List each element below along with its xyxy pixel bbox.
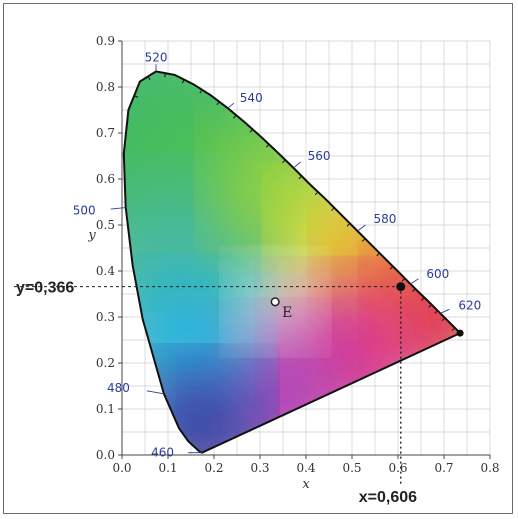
wavelength-label-620: 620 xyxy=(458,298,481,312)
y-tick-label: 0.7 xyxy=(96,126,115,140)
locus-tick xyxy=(199,89,203,94)
guide-lines xyxy=(14,286,402,484)
locus-tick xyxy=(164,73,166,78)
wavelength-labels: 460 480 500 520 540 560 580 600 620 xyxy=(73,50,481,459)
gamut-color-blob xyxy=(135,367,256,453)
locus-tick xyxy=(249,128,254,133)
locus-tick xyxy=(401,278,406,282)
spectral-locus-ticks xyxy=(134,73,456,331)
wavelength-label-500: 500 xyxy=(73,204,96,218)
wavelength-leader xyxy=(293,161,301,169)
axes xyxy=(118,40,491,459)
wavelength-label-520: 520 xyxy=(145,50,168,64)
x-tick-label: 0.4 xyxy=(296,461,315,475)
y-tick-label: 0.2 xyxy=(96,356,115,370)
x-axis-label: x xyxy=(302,477,310,492)
locus-tick xyxy=(451,327,456,331)
locus-tick xyxy=(216,101,220,106)
y-axis-label: y xyxy=(87,228,96,243)
x-tick-label: 0.6 xyxy=(388,461,407,475)
wavelength-leader xyxy=(227,102,235,109)
wavelength-label-460: 460 xyxy=(151,446,174,460)
wavelength-label-560: 560 xyxy=(308,149,331,163)
locus-tick xyxy=(376,252,380,257)
wavelength-leader xyxy=(146,390,164,395)
locus-tick xyxy=(265,143,270,148)
y-tick-label: 0.9 xyxy=(96,34,115,48)
y-tick-label: 0.8 xyxy=(96,80,115,94)
locus-tick xyxy=(428,304,432,308)
white-point-label: E xyxy=(282,305,292,321)
wavelength-label-600: 600 xyxy=(426,267,449,281)
x-tick-label: 0.1 xyxy=(158,461,177,475)
y-tick-label: 0.5 xyxy=(96,218,115,232)
locus-tick xyxy=(421,297,425,301)
wavelength-label-540: 540 xyxy=(240,91,263,105)
locus-end-point xyxy=(456,329,464,337)
locus-tick xyxy=(147,76,151,81)
y-callout: y=0,366 xyxy=(16,280,74,297)
x-tick-label: 0.8 xyxy=(480,461,499,475)
wavelength-leader xyxy=(110,207,126,210)
locus-tick xyxy=(282,159,286,164)
x-tick-label: 0.3 xyxy=(250,461,269,475)
spectral-locus-line xyxy=(122,70,462,454)
wavelength-leader xyxy=(410,278,419,285)
points: E xyxy=(270,282,464,337)
locus-tick xyxy=(233,114,237,119)
wavelength-leader xyxy=(440,308,450,314)
locus-tick xyxy=(134,95,139,98)
wavelength-leader xyxy=(357,224,366,232)
x-callout: x=0,606 xyxy=(359,489,417,506)
axis-text: 0.0 0.1 0.2 0.3 0.4 0.5 0.6 0.7 0.8 0.0 0.1 0.2 0.3 0… xyxy=(16,34,500,506)
x-tick-label: 0.0 xyxy=(112,461,131,475)
locus-tick xyxy=(434,310,438,314)
white-point-e xyxy=(270,297,280,307)
locus-tick xyxy=(298,175,302,180)
locus-tick xyxy=(412,288,416,292)
locus-tick xyxy=(441,317,446,322)
y-tick-label: 0.6 xyxy=(96,172,115,186)
y-tick-label: 0.3 xyxy=(96,310,115,324)
y-tick-label: 0.1 xyxy=(96,402,115,416)
x-tick-label: 0.2 xyxy=(204,461,223,475)
x-tick-label: 0.7 xyxy=(434,461,453,475)
wavelength-label-580: 580 xyxy=(374,212,397,226)
locus-tick xyxy=(181,79,185,84)
locus-tick xyxy=(314,191,319,196)
locus-tick xyxy=(361,238,366,242)
locus-tick xyxy=(389,266,394,270)
locus-tick xyxy=(331,207,335,211)
marked-point xyxy=(396,282,406,292)
y-tick-label: 0.4 xyxy=(96,264,115,278)
wavelength-label-480: 480 xyxy=(107,381,130,395)
x-tick-label: 0.5 xyxy=(342,461,361,475)
locus-tick xyxy=(346,223,351,227)
y-tick-label: 0.0 xyxy=(96,448,115,462)
